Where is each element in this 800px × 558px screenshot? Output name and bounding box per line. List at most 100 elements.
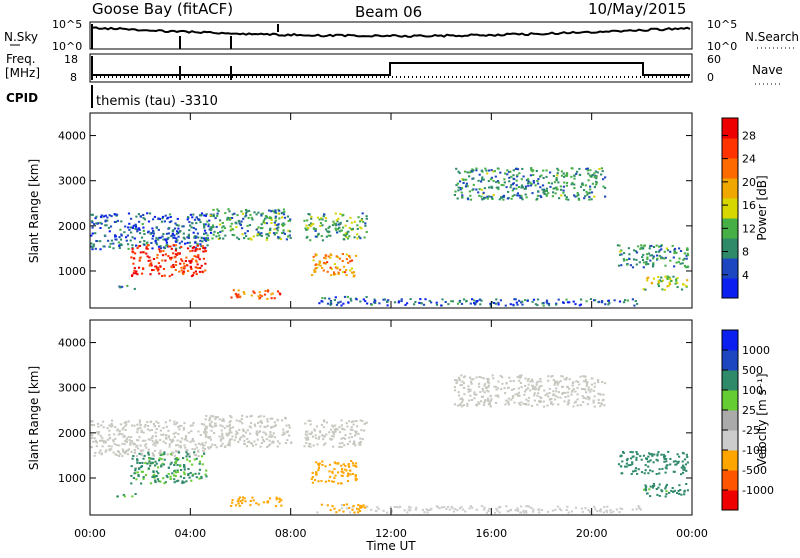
velocity-pixel [351,462,355,465]
power-pixel [120,234,123,237]
velocity-pixel [151,440,154,443]
velocity-pixel [520,505,523,508]
x-tick-label: 00:00 [676,527,708,540]
power-pixel [105,224,108,227]
velocity-pixel [121,442,124,445]
velocity-pixel [467,385,470,388]
velocity-pixel [366,505,369,508]
power-pixel [123,231,126,234]
power-pixel [526,299,529,302]
power-pixel [537,182,540,185]
power-pixel [659,257,662,260]
velocity-pixel [661,467,664,470]
power-pixel [219,230,222,233]
velocity-pixel [559,380,562,383]
velocity-pixel [676,453,679,456]
velocity-pixel [187,468,190,470]
velocity-pixel [140,465,144,468]
velocity-pixel [163,458,166,461]
power-pixel [159,245,162,248]
power-pixel [637,245,640,248]
power-pixel [562,301,565,304]
velocity-pixel [315,461,318,464]
power-pixel [162,268,166,270]
noise-rtick-bottom: 10^0 [707,40,737,53]
power-pixel [154,265,157,268]
power-pixel [189,266,193,269]
velocity-pixel [133,472,136,475]
velocity-pixel [483,506,486,509]
power-pixel [406,302,409,305]
power-pixel [99,221,102,224]
velocity-pixel [140,454,143,457]
velocity-pixel [639,508,642,511]
velocity-pixel [644,484,647,487]
velocity-pixel [677,489,680,492]
power-pixel [668,276,671,279]
velocity-pixel [268,497,272,500]
power-ytick-label: 2000 [58,220,86,233]
power-pixel [344,271,347,274]
power-pixel [317,232,320,235]
power-pixel [642,288,645,291]
power-pixel [513,298,516,301]
power-pixel [221,229,224,232]
velocity-pixel [247,441,250,444]
velocity-pixel [347,464,350,467]
velocity-pixel [407,508,410,511]
velocity-pixel [544,394,547,397]
power-pixel [152,218,155,221]
velocity-pixel [170,439,173,442]
power-pixel [568,301,571,304]
power-pixel [197,218,200,221]
power-pixel [506,197,509,200]
velocity-pixel [344,464,347,467]
velocity-pixel [539,380,542,383]
velocity-pixel [132,442,135,445]
power-pixel [164,253,167,256]
velocity-pixel [140,452,144,455]
power-pixel [168,275,171,278]
velocity-pixel [183,468,186,471]
velocity-pixel [104,450,107,453]
power-pixel [623,301,626,304]
power-pixel [514,298,517,301]
power-pixel [279,293,282,296]
velocity-pixel [180,437,184,440]
power-pixel [444,301,447,303]
velocity-pixel [523,390,527,393]
power-pixel [364,222,367,225]
power-pixel [134,223,137,226]
velocity-pixel [168,445,171,448]
power-pixel [647,263,650,265]
power-pixel [344,234,347,237]
power-pixel [570,175,573,178]
velocity-pixel [317,464,321,467]
power-pixel [264,217,267,220]
velocity-pixel [581,395,584,398]
power-pixel [175,240,178,243]
velocity-pixel [147,438,150,441]
power-pixel [114,235,117,238]
velocity-pixel [508,376,511,379]
power-pixel [133,237,136,240]
velocity-pixel [152,475,155,478]
velocity-pixel [108,449,111,452]
velocity-pixel [165,434,168,436]
power-pixel [130,217,133,220]
power-pixel [342,213,345,216]
power-pixel [267,289,270,292]
velocity-pixel [547,395,550,398]
velocity-pixel [414,508,417,511]
power-pixel [657,276,660,278]
velocity-pixel [266,424,269,427]
velocity-pixel [228,444,231,447]
power-pixel [260,227,263,230]
velocity-pixel [346,425,349,428]
velocity-pixel [563,378,566,381]
velocity-pixel [117,433,120,436]
velocity-pixel [660,453,663,456]
power-pixel [588,174,591,177]
velocity-pixel [331,471,334,474]
velocity-pixel [531,387,534,390]
